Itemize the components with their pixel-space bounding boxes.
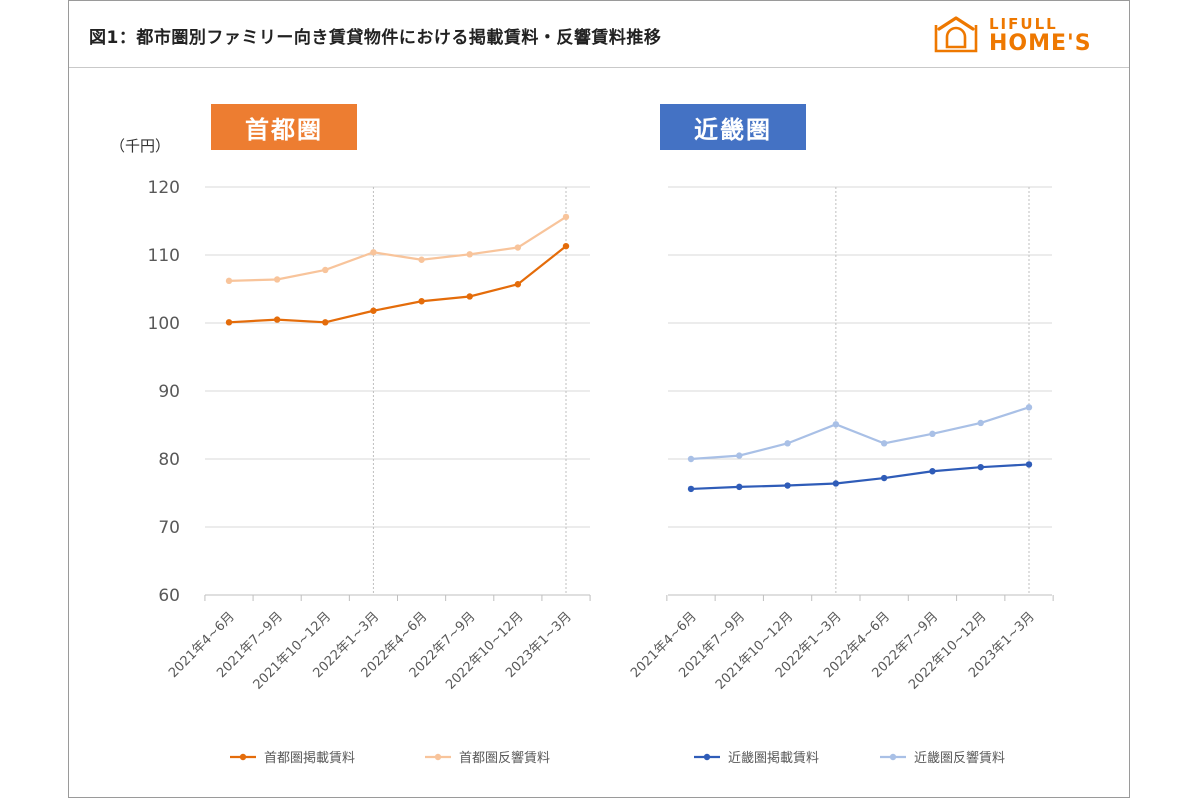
shutoken-y-tick-label: 90 — [158, 382, 180, 402]
shutoken-data-point — [514, 281, 522, 288]
kinki-legend-label: 近畿圏反響賃料 — [914, 750, 1005, 766]
shutoken-data-point — [322, 319, 329, 326]
kinki-data-point — [832, 480, 840, 487]
title-divider — [69, 67, 1129, 68]
kinki-data-point — [736, 452, 743, 459]
shutoken-y-tick-label: 110 — [148, 246, 180, 266]
lifull-homes-logo: LIFULL HOME'S — [933, 13, 1103, 61]
logo-line2: HOME'S — [989, 31, 1092, 56]
shutoken-data-point — [562, 213, 570, 221]
shutoken-data-point — [370, 249, 377, 256]
shutoken-legend-marker — [434, 753, 442, 761]
shutoken-data-point — [273, 276, 281, 283]
kinki-data-point — [1025, 461, 1033, 468]
kinki-data-point — [929, 468, 936, 475]
kinki-data-point — [929, 430, 936, 438]
kinki-data-point — [687, 455, 695, 463]
shutoken-data-point — [418, 298, 425, 305]
house-icon — [934, 16, 978, 53]
kinki-legend-label: 近畿圏掲載賃料 — [728, 750, 819, 766]
shutoken-data-point — [466, 251, 473, 258]
kinki-data-point — [784, 482, 791, 489]
kinki-data-point — [687, 485, 695, 493]
kinki-data-point — [736, 483, 743, 491]
shutoken-data-point — [418, 256, 425, 263]
shutoken-data-point — [225, 319, 233, 326]
kinki-data-point — [832, 421, 840, 428]
shutoken-y-tick-label: 80 — [158, 450, 180, 470]
shutoken-y-tick-label: 70 — [158, 518, 180, 538]
shutoken-legend-label: 首都圏掲載賃料 — [264, 750, 355, 766]
y-axis-unit: （千円） — [110, 137, 171, 155]
kinki-legend-marker — [889, 753, 897, 761]
logo-line1: LIFULL — [989, 15, 1058, 33]
shutoken-data-point — [466, 293, 473, 300]
shutoken-data-point — [322, 266, 329, 274]
chart-title-kinki: 近畿圏 — [660, 104, 806, 150]
shutoken-y-tick-label: 100 — [148, 314, 180, 334]
kinki-series-line — [690, 463, 1030, 491]
kinki-data-point — [880, 474, 888, 482]
shutoken-legend-label: 首都圏反響賃料 — [459, 750, 550, 766]
figure-title: 図1：都市圏別ファミリー向き賃貸物件における掲載賃料・反響賃料推移 — [89, 28, 662, 48]
kinki-data-point — [1025, 404, 1033, 411]
shutoken-series-line — [228, 245, 567, 324]
shutoken-data-point — [225, 277, 233, 285]
kinki-data-point — [880, 440, 888, 447]
kinki-legend-marker — [703, 753, 711, 761]
shutoken-data-point — [562, 242, 570, 250]
chart-title-shutoken: 首都圏 — [211, 104, 357, 150]
kinki-data-point — [977, 463, 984, 471]
shutoken-series-line — [228, 215, 567, 282]
kinki-data-point — [784, 440, 791, 447]
shutoken-data-point — [273, 316, 281, 323]
kinki-series-line — [690, 406, 1030, 461]
shutoken-data-point — [370, 307, 377, 314]
kinki-data-point — [977, 419, 984, 427]
shutoken-legend-marker — [239, 753, 247, 761]
shutoken-data-point — [514, 244, 522, 251]
shutoken-y-tick-label: 60 — [158, 586, 180, 606]
shutoken-y-tick-label: 120 — [148, 178, 180, 198]
